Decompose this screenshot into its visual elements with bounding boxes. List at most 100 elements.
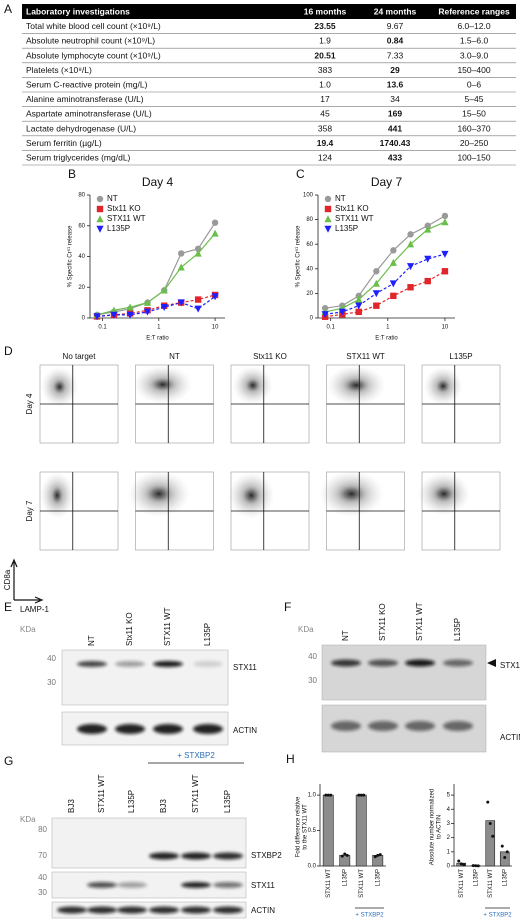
table-cell: Serum C-reactive protein (mg/L) xyxy=(26,79,148,89)
marker xyxy=(441,250,449,258)
blot-band xyxy=(149,906,179,914)
marker xyxy=(355,302,363,310)
panel-letter: A xyxy=(4,2,12,16)
y-axis-label: to the STX11 WT xyxy=(303,804,309,850)
blot-band xyxy=(77,661,107,667)
marker-label: 70 xyxy=(38,851,47,860)
y-tick-label: 40 xyxy=(78,254,85,260)
row-label: Day 7 xyxy=(25,500,34,521)
density-core xyxy=(435,378,452,395)
lane-label: L135P xyxy=(223,790,232,813)
marker xyxy=(143,308,152,316)
data-point xyxy=(376,853,380,857)
lane-label: L135P xyxy=(203,623,212,646)
table-cell: 433 xyxy=(388,152,402,162)
panel-letter: C xyxy=(296,167,305,181)
marker xyxy=(406,240,415,248)
marker-label: 30 xyxy=(38,888,47,897)
table-cell: 7.33 xyxy=(387,50,404,60)
data-point xyxy=(357,793,361,797)
density-core xyxy=(244,377,262,394)
axis-arrow xyxy=(10,558,44,604)
data-point xyxy=(345,853,349,857)
lane-label: STX11 WT xyxy=(191,774,200,813)
column-header: STX11 WT xyxy=(346,352,385,361)
table-header: Reference ranges xyxy=(438,6,510,16)
legend-marker xyxy=(324,215,332,223)
blot-band xyxy=(117,882,147,888)
x-tick-label: 1 xyxy=(157,325,161,331)
table-cell: Alanine aminotransferase (U/L) xyxy=(26,94,144,104)
legend-marker xyxy=(96,215,104,223)
table-cell: 169 xyxy=(388,109,402,119)
marker xyxy=(441,212,449,220)
legend-marker xyxy=(96,205,104,213)
table-cell: 20.51 xyxy=(314,50,336,60)
unit-label: KDa xyxy=(20,625,36,634)
table-cell: 19.4 xyxy=(317,138,334,148)
x-axis-label: LAMP-1 xyxy=(20,605,49,614)
data-point xyxy=(359,793,363,797)
blot-band xyxy=(57,906,87,914)
y-tick-label: 20 xyxy=(78,285,85,291)
density-core xyxy=(50,485,64,506)
blot-strip xyxy=(61,649,229,706)
y-tick-label: 0.0 xyxy=(308,864,317,870)
x-tick-label: 0.1 xyxy=(327,325,336,331)
table-cell: Platelets (×10⁹/L) xyxy=(26,65,92,75)
blot-band xyxy=(181,906,211,914)
panel-letter: B xyxy=(68,167,76,181)
group-label: + STXBP2 xyxy=(355,913,384,919)
blot-band xyxy=(149,852,179,860)
legend-marker xyxy=(324,195,332,203)
legend-marker xyxy=(324,205,332,213)
table-header: Laboratory investigations xyxy=(26,6,130,16)
data-point xyxy=(474,864,478,868)
blot-band xyxy=(368,659,398,667)
panel-letter: G xyxy=(4,754,13,768)
blot-strip xyxy=(51,817,247,869)
data-point xyxy=(459,862,463,866)
lane-label: STX11 WT xyxy=(415,602,424,641)
blot-band xyxy=(77,724,107,734)
legend-label: Stx11 KO xyxy=(107,204,141,213)
panel-letter: H xyxy=(286,752,295,766)
y-tick-label: 0 xyxy=(82,316,86,322)
column-header: NT xyxy=(169,352,180,361)
marker xyxy=(194,296,202,303)
table-cell: Serum ferritin (µg/L) xyxy=(26,138,102,148)
density-core xyxy=(335,483,368,505)
x-tick-label: 1 xyxy=(386,325,390,331)
marker xyxy=(143,298,152,306)
marker xyxy=(424,225,432,233)
table-cell: 29 xyxy=(390,65,400,75)
table-cell: 0.84 xyxy=(387,36,404,46)
legend-label: NT xyxy=(107,194,118,203)
column-header: Stx11 KO xyxy=(253,352,287,361)
lane-label: STX11 WT xyxy=(163,607,172,646)
table-cell: 20–250 xyxy=(460,138,489,148)
y-axis-label: Absolute number normalized xyxy=(430,789,436,865)
table-cell: 13.6 xyxy=(387,79,404,89)
band-label: STX11 xyxy=(233,663,257,672)
legend-marker xyxy=(96,195,104,203)
blot-band xyxy=(117,906,147,914)
density-core xyxy=(143,483,174,505)
blot-band xyxy=(213,882,243,888)
legend-label: NT xyxy=(335,194,346,203)
y-axis-label: % Specific Cr⁵¹ release xyxy=(67,225,74,288)
legend-marker xyxy=(96,225,104,233)
legend-label: Stx11 KO xyxy=(335,204,369,213)
blot-band xyxy=(115,724,145,734)
table-cell: 3.0–9.0 xyxy=(460,50,489,60)
data-point xyxy=(324,793,328,797)
marker-label: 40 xyxy=(38,873,47,882)
data-point xyxy=(373,855,377,859)
blot-band xyxy=(443,659,473,667)
lane-label: L135P xyxy=(127,790,136,813)
data-point xyxy=(457,859,461,863)
x-tick-label: L135P xyxy=(473,869,479,886)
table-cell: Serum triglycerides (mg/dL) xyxy=(26,152,131,162)
lane-label: BJ3 xyxy=(67,799,76,813)
